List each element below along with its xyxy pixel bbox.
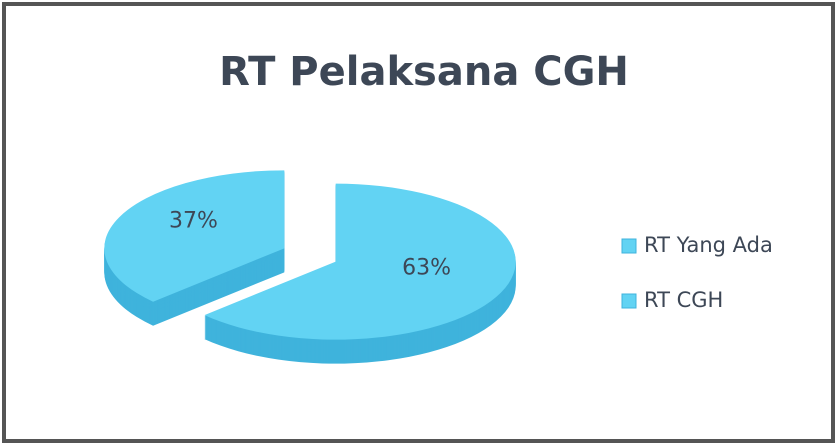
legend-label: RT Yang Ada bbox=[644, 233, 773, 257]
pie: 63% 37% bbox=[104, 170, 516, 364]
chart-title: RT Pelaksana CGH bbox=[219, 49, 629, 95]
data-label: 63% bbox=[402, 256, 451, 281]
slice bbox=[204, 183, 516, 340]
legend-swatch bbox=[621, 238, 637, 254]
legend-swatch bbox=[621, 293, 637, 309]
data-label: 37% bbox=[169, 208, 218, 233]
slice bbox=[104, 170, 285, 302]
legend-label: RT CGH bbox=[644, 288, 723, 312]
legend: RT Yang Ada RT CGH bbox=[621, 233, 773, 312]
